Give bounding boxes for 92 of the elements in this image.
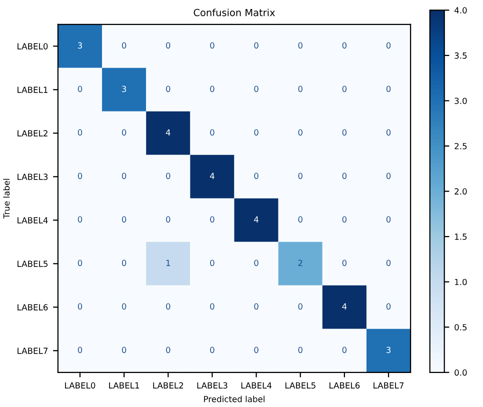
y-tick-label: LABEL3 <box>18 174 48 180</box>
color-bar-label: 1.5 <box>455 234 467 240</box>
data-label: 0 <box>342 216 347 223</box>
data-label: 0 <box>298 216 302 223</box>
data-label: 0 <box>386 303 391 310</box>
color-bar-label: 2.5 <box>454 142 467 150</box>
x-tick-label: LABEL2 <box>153 382 184 388</box>
y-tick-label: LABEL6 <box>18 304 48 310</box>
y-axis-title: True label <box>3 178 10 219</box>
data-label: 0 <box>122 42 126 49</box>
x-tick-label: LABEL6 <box>330 382 360 389</box>
data-label: 0 <box>386 216 391 223</box>
data-label: 0 <box>298 346 302 354</box>
x-tick-label: LABEL5 <box>285 382 316 389</box>
color-bar-label: 3.5 <box>454 52 467 59</box>
data-label: 3 <box>386 346 390 354</box>
data-label: 3 <box>78 42 82 49</box>
data-label: 0 <box>254 260 258 266</box>
y-tick-label: LABEL1 <box>18 86 48 93</box>
x-tick-label: LABEL1 <box>109 382 140 388</box>
data-label: 0 <box>210 260 214 266</box>
data-label: 0 <box>166 303 170 310</box>
data-label: 4 <box>254 216 258 222</box>
data-label: 3 <box>122 86 126 92</box>
color-bar-label: 3.0 <box>454 98 467 104</box>
data-label: 0 <box>342 346 347 354</box>
data-label: 0 <box>78 346 82 354</box>
data-label: 0 <box>78 303 82 310</box>
data-label: 0 <box>254 129 258 136</box>
data-label: 0 <box>122 346 126 354</box>
data-label: 0 <box>298 42 302 49</box>
y-tick-label: LABEL0 <box>18 43 48 50</box>
y-tick-label: LABEL7 <box>18 348 48 354</box>
x-tick-label: LABEL3 <box>197 382 228 389</box>
data-label: 0 <box>122 216 126 223</box>
data-label: 0 <box>342 42 347 49</box>
data-label: 4 <box>342 303 347 310</box>
data-label: 0 <box>78 129 82 136</box>
y-tick-label: LABEL5 <box>18 260 48 267</box>
data-label: 0 <box>210 216 214 223</box>
y-tick-label: LABEL4 <box>18 217 48 224</box>
data-label: 0 <box>166 42 170 49</box>
data-label: 0 <box>386 260 391 266</box>
data-label: 0 <box>298 86 302 92</box>
data-label: 0 <box>210 346 214 354</box>
x-tick-label: LABEL7 <box>374 382 404 388</box>
data-label: 0 <box>78 86 82 92</box>
color-bar-label: 2.0 <box>454 188 467 195</box>
data-label: 0 <box>166 86 170 92</box>
data-label: 0 <box>210 42 214 49</box>
data-label: 0 <box>386 172 391 180</box>
data-label: 0 <box>210 303 214 310</box>
data-label: 0 <box>298 303 302 310</box>
data-label: 0 <box>342 86 347 92</box>
data-label: 0 <box>78 260 82 266</box>
data-label: 0 <box>122 260 126 266</box>
data-label: 0 <box>342 129 347 136</box>
data-label: 0 <box>386 42 391 49</box>
color-bar-label: 1.0 <box>455 278 467 286</box>
data-label: 0 <box>78 216 82 223</box>
color-bar-label: 0.5 <box>454 324 467 330</box>
data-label: 2 <box>298 260 302 266</box>
x-tick-label: LABEL0 <box>65 382 96 389</box>
data-label: 4 <box>166 129 170 136</box>
data-label: 0 <box>254 42 258 49</box>
data-label: 0 <box>210 129 214 136</box>
data-label: 0 <box>166 216 170 223</box>
data-label: 4 <box>210 172 214 179</box>
data-label: 0 <box>254 346 258 354</box>
x-axis-title: Predicted label <box>204 396 264 402</box>
data-label: 0 <box>254 86 258 92</box>
data-label: 0 <box>78 172 82 180</box>
data-label: 0 <box>342 260 347 266</box>
data-label: 0 <box>122 172 126 180</box>
data-label: 0 <box>122 129 126 136</box>
data-label: 0 <box>122 303 126 310</box>
data-label: 0 <box>166 172 170 180</box>
data-label: 0 <box>386 86 391 92</box>
color-bar-label: 0.0 <box>454 369 467 376</box>
data-label: 0 <box>298 172 302 180</box>
data-label: 0 <box>298 129 302 136</box>
data-label: 0 <box>254 303 258 310</box>
data-label: 0 <box>210 86 214 92</box>
data-label: 0 <box>166 346 170 354</box>
color-bar-label: 4.0 <box>454 7 467 14</box>
data-label: 0 <box>254 172 258 180</box>
chart-title: Confusion Matrix <box>194 8 275 16</box>
y-tick-label: LABEL2 <box>18 130 48 136</box>
data-label: 0 <box>342 172 347 180</box>
x-tick-label: LABEL4 <box>241 382 272 388</box>
data-label: 0 <box>386 129 391 136</box>
data-label: 1 <box>166 260 170 266</box>
